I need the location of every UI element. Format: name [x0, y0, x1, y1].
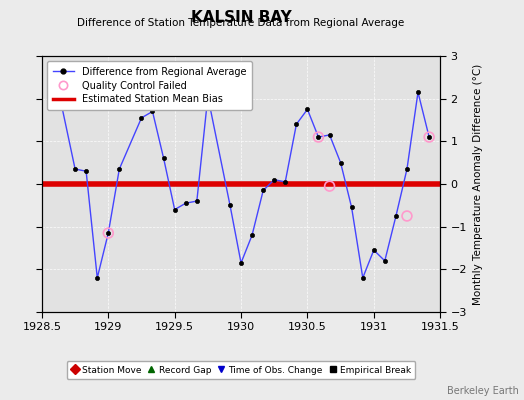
Y-axis label: Monthly Temperature Anomaly Difference (°C): Monthly Temperature Anomaly Difference (… [473, 63, 483, 305]
Point [325, 183, 334, 189]
Point [104, 230, 113, 236]
Point [314, 134, 323, 140]
Point [425, 134, 433, 140]
Legend: Station Move, Record Gap, Time of Obs. Change, Empirical Break: Station Move, Record Gap, Time of Obs. C… [67, 361, 416, 379]
Text: Difference of Station Temperature Data from Regional Average: Difference of Station Temperature Data f… [78, 18, 405, 28]
Point [403, 213, 411, 219]
Text: Berkeley Earth: Berkeley Earth [447, 386, 519, 396]
Text: KALSIN BAY: KALSIN BAY [191, 10, 291, 25]
